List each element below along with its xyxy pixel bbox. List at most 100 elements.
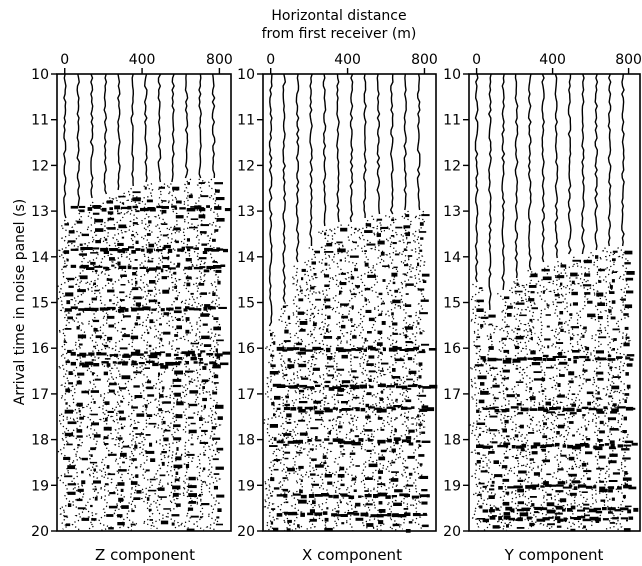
trace-z-8 (164, 73, 184, 530)
y-tick-label-z-1: 11 (31, 113, 49, 129)
trace-y-5 (534, 73, 555, 531)
trace-z-7 (150, 73, 171, 530)
trace-x-7 (356, 73, 378, 530)
x-tick-label-y-0: 0 (472, 52, 481, 68)
event-x-4 (276, 493, 430, 499)
trace-z-3 (96, 73, 118, 532)
y-tick-label-y-6: 16 (443, 341, 461, 357)
top-title-line1: Horizontal distance (271, 8, 406, 24)
y-tick-label-x-8: 18 (237, 433, 255, 449)
event-x-0 (276, 346, 437, 353)
y-tick-label-x-6: 16 (237, 341, 255, 357)
y-tick-label-z-3: 13 (31, 204, 49, 220)
trace-y-11 (613, 73, 636, 532)
trace-y-0 (468, 73, 489, 531)
x-tick-label-y-1: 400 (539, 52, 566, 68)
y-tick-label-x-9: 19 (237, 478, 255, 494)
trace-z-5 (123, 73, 145, 531)
event-y-2 (482, 442, 638, 450)
y-tick-label-y-0: 10 (443, 67, 461, 83)
y-axis-label: Arrival time in noise panel (s) (12, 199, 28, 405)
trace-x-1 (274, 73, 295, 532)
y-tick-label-x-1: 11 (237, 113, 255, 129)
trace-x-6 (343, 73, 364, 531)
event-z-1 (70, 246, 228, 253)
trace-y-8 (573, 73, 596, 531)
panel-x: X component 0 400 800 10 11 12 13 14 15 16 17 18 19 2… (237, 52, 438, 564)
y-tick-label-z-2: 12 (31, 158, 49, 174)
trace-z-0 (55, 73, 77, 530)
trace-z-4 (109, 73, 131, 530)
event-x-5 (276, 511, 427, 518)
y-tick-label-z-10: 20 (31, 524, 49, 540)
trace-y-1 (481, 73, 503, 532)
panel-title-z: Z component (95, 546, 195, 564)
y-tick-label-y-5: 15 (443, 296, 461, 312)
event-x-3 (276, 438, 431, 445)
trace-x-9 (383, 73, 404, 532)
trace-y-6 (547, 73, 568, 529)
y-tick-label-z-8: 18 (31, 433, 49, 449)
x-tick-label-x-1: 400 (334, 52, 361, 68)
y-tick-label-y-7: 17 (443, 387, 461, 403)
y-tick-label-x-3: 13 (237, 204, 255, 220)
y-tick-label-z-4: 14 (31, 250, 49, 266)
y-tick-label-x-2: 12 (237, 158, 255, 174)
event-z-4 (70, 351, 231, 358)
y-tick-label-z-7: 17 (31, 387, 49, 403)
trace-z-6 (137, 73, 158, 529)
y-tick-label-y-9: 19 (443, 478, 461, 494)
trace-y-3 (507, 73, 529, 529)
event-x-1 (276, 383, 438, 390)
y-tick-label-z-9: 19 (31, 478, 49, 494)
x-tick-label-z-0: 0 (60, 52, 69, 68)
trace-x-11 (409, 73, 430, 530)
trace-y-2 (495, 73, 515, 531)
y-tick-label-y-10: 20 (443, 524, 461, 540)
panel-frame-x (262, 73, 437, 532)
trace-x-2 (288, 73, 309, 531)
x-tick-label-y-2: 800 (615, 52, 642, 68)
y-tick-label-y-3: 13 (443, 204, 461, 220)
y-tick-label-y-8: 18 (443, 433, 461, 449)
x-tick-label-x-2: 800 (411, 52, 438, 68)
trace-y-10 (601, 73, 621, 531)
y-tick-label-x-4: 14 (237, 250, 255, 266)
trace-x-4 (315, 73, 335, 532)
event-z-2 (70, 264, 226, 271)
event-y-3 (482, 484, 637, 491)
panel-title-y: Y component (504, 546, 604, 564)
y-tick-label-y-2: 12 (443, 158, 461, 174)
event-z-0 (70, 205, 231, 212)
panel-title-x: X component (302, 546, 402, 564)
event-y-4 (482, 506, 639, 514)
y-tick-label-z-6: 16 (31, 341, 49, 357)
y-tick-label-y-1: 11 (443, 113, 461, 129)
trace-x-3 (302, 73, 324, 531)
trace-z-10 (190, 73, 212, 531)
trace-z-2 (83, 73, 104, 530)
trace-x-5 (329, 73, 351, 531)
trace-z-11 (205, 73, 225, 531)
event-y-5 (482, 515, 634, 523)
event-x-2 (276, 406, 435, 413)
event-z-5 (70, 360, 229, 367)
trace-z-1 (69, 73, 90, 532)
x-tick-label-x-0: 0 (266, 52, 275, 68)
y-tick-label-y-4: 14 (443, 250, 461, 266)
y-tick-label-x-0: 10 (237, 67, 255, 83)
y-tick-label-x-10: 20 (237, 524, 255, 540)
y-tick-label-x-7: 17 (237, 387, 255, 403)
y-tick-label-z-5: 15 (31, 296, 49, 312)
trace-y-7 (560, 73, 581, 531)
event-y-1 (482, 406, 634, 413)
y-tick-label-x-5: 15 (237, 296, 255, 312)
top-title-line2: from first receiver (m) (262, 26, 417, 42)
panel-z: Z component 0 400 800 10 11 12 13 14 15 16 17 18 19 2… (31, 52, 233, 564)
panel-y: Y component 0 400 800 10 11 12 13 14 15 16 17 18 19 2… (443, 52, 642, 564)
event-y-0 (482, 355, 634, 363)
x-tick-label-z-1: 400 (129, 52, 156, 68)
trace-x-10 (396, 73, 417, 533)
trace-y-9 (587, 73, 608, 529)
